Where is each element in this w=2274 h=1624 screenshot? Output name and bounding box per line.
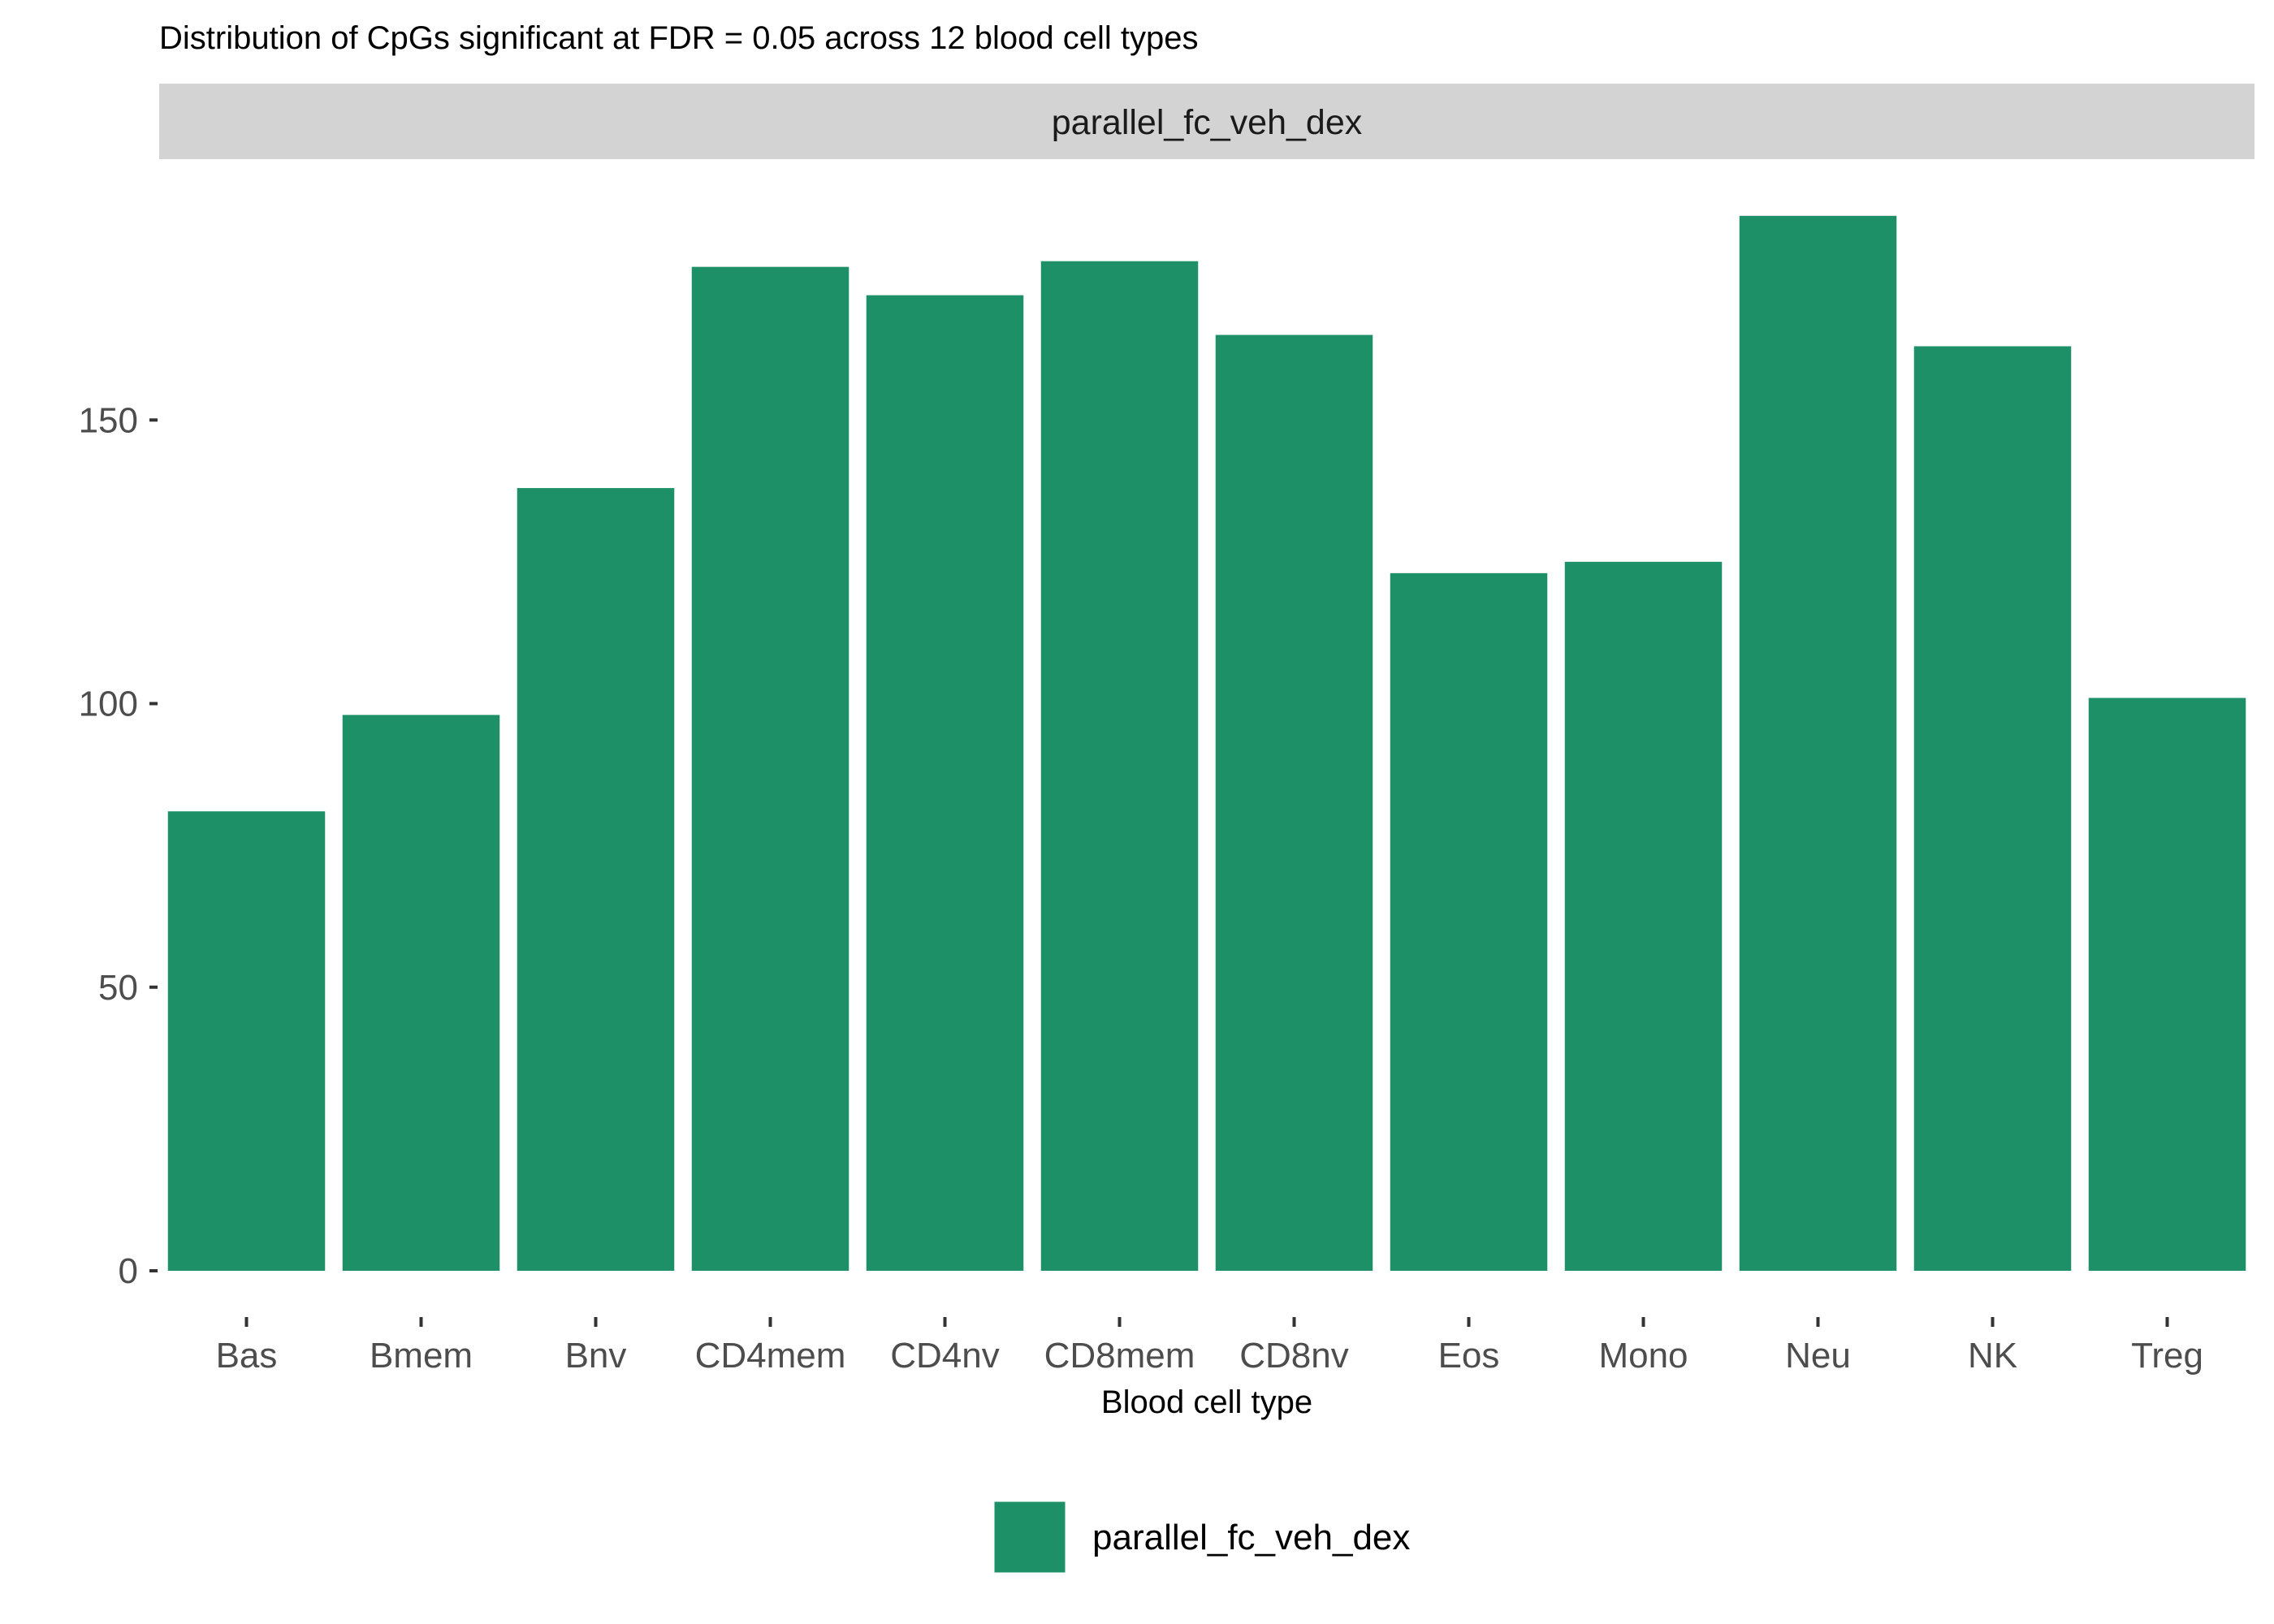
chart-title: Distribution of CpGs significant at FDR … — [159, 20, 1199, 56]
facet-strip — [159, 84, 2255, 159]
x-tick-label-cd8mem: CD8mem — [1044, 1336, 1195, 1376]
bar-bnv — [517, 488, 675, 1271]
bar-bmem — [342, 715, 500, 1271]
y-tick-label: 50 — [98, 968, 138, 1008]
bar-mono — [1564, 561, 1723, 1271]
x-tick-label-nk: NK — [1968, 1336, 2017, 1376]
bar-neu — [1739, 215, 1897, 1271]
x-axis-title: Blood cell type — [1101, 1384, 1312, 1420]
x-tick-label-bas: Bas — [216, 1336, 278, 1376]
bar-bas — [167, 811, 326, 1271]
y-tick-label: 100 — [79, 685, 138, 724]
x-axis: Bas Bmem Bnv CD4mem CD4nv CD8mem CD8nv Eos Mono N… — [216, 1317, 2203, 1376]
x-tick-label-eos: Eos — [1438, 1336, 1500, 1376]
y-tick-label: 0 — [119, 1251, 138, 1291]
facet-label: parallel_fc_veh_dex — [1052, 103, 1363, 142]
x-tick-label-bnv: Bnv — [565, 1336, 627, 1376]
y-tick-label: 150 — [79, 400, 138, 440]
bar-cd8mem — [1040, 261, 1199, 1271]
x-tick-label-neu: Neu — [1785, 1336, 1851, 1376]
bar-cd4nv — [866, 295, 1024, 1272]
bar-cd4mem — [691, 266, 850, 1271]
x-tick-label-treg: Treg — [2131, 1336, 2203, 1376]
x-tick-label-cd8nv: CD8nv — [1239, 1336, 1349, 1376]
legend-key — [992, 1499, 1068, 1575]
x-tick-label-cd4nv: CD4nv — [890, 1336, 1000, 1376]
bar-nk — [1913, 346, 2072, 1271]
x-tick-label-mono: Mono — [1598, 1336, 1688, 1376]
bars — [167, 215, 2246, 1272]
legend: parallel_fc_veh_dex — [992, 1499, 1410, 1575]
y-axis: 0 50 100 150 — [79, 400, 158, 1291]
bar-eos — [1390, 572, 1548, 1271]
x-tick-label-cd4mem: CD4mem — [695, 1336, 846, 1376]
bar-treg — [2088, 698, 2246, 1271]
bar-cd8nv — [1215, 335, 1373, 1272]
legend-label: parallel_fc_veh_dex — [1092, 1518, 1410, 1557]
x-tick-label-bmem: Bmem — [370, 1336, 473, 1376]
